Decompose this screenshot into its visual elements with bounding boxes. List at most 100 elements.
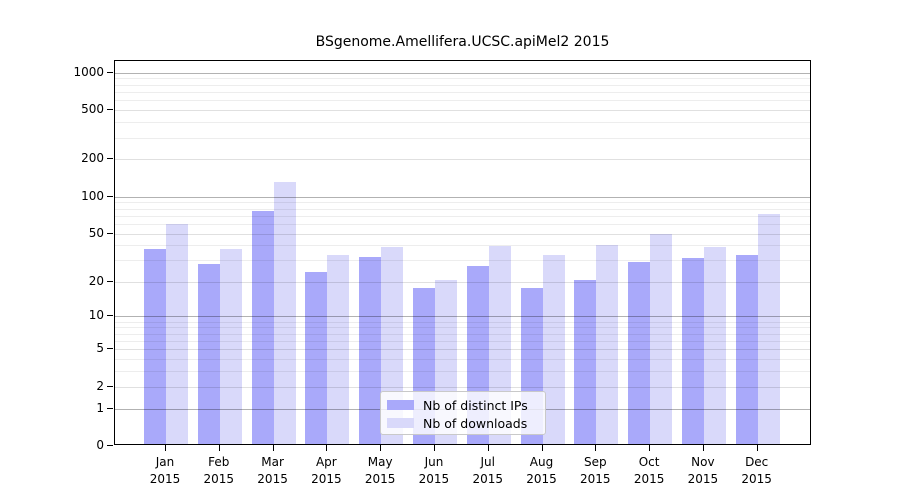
gridline-1000 xyxy=(115,72,810,74)
y-tick-0 xyxy=(107,445,113,446)
x-tick-may xyxy=(380,445,382,451)
gridline-7 xyxy=(115,333,810,335)
x-tick-jul xyxy=(487,445,489,451)
x-tick-label-jun: Jun 2015 xyxy=(418,455,450,486)
gridline-900 xyxy=(115,78,810,80)
x-tick-apr xyxy=(326,445,328,451)
x-tick-label-feb: Feb 2015 xyxy=(203,455,235,486)
gridline-30 xyxy=(115,260,810,262)
y-tick-label-1: 1 xyxy=(96,400,104,415)
gridline-80 xyxy=(115,208,810,210)
x-tick-label-may: May 2015 xyxy=(364,455,396,486)
y-tick-10 xyxy=(107,315,113,317)
gridline-6 xyxy=(115,340,810,342)
x-tick-label-dec: Dec 2015 xyxy=(741,455,772,486)
y-tick-1000 xyxy=(107,71,113,73)
gridline-20 xyxy=(115,281,810,283)
x-tick-jan xyxy=(165,445,166,451)
x-tick-nov xyxy=(702,445,704,451)
x-tick-label-mar: Mar 2015 xyxy=(257,455,288,486)
y-tick-5 xyxy=(107,348,113,350)
y-tick-2 xyxy=(107,385,113,387)
chart-title: BSgenome.Amellifera.UCSC.apiMel2 2015 xyxy=(315,34,610,50)
gridline-400 xyxy=(115,122,810,124)
bar-downloads-nov xyxy=(703,247,726,444)
y-tick-label-50: 50 xyxy=(88,225,104,240)
bar-distinct-ips-dec xyxy=(735,255,758,444)
y-tick-100 xyxy=(107,195,113,197)
gridline-50 xyxy=(115,233,810,235)
bar-distinct-ips-apr xyxy=(305,272,328,444)
y-tick-50 xyxy=(107,232,113,234)
gridline-300 xyxy=(115,137,810,139)
y-tick-label-5: 5 xyxy=(96,341,104,356)
gridline-9 xyxy=(115,321,810,323)
downloads-swatch xyxy=(387,418,414,428)
x-tick-label-oct: Oct 2015 xyxy=(633,455,665,486)
gridline-60 xyxy=(115,223,810,225)
x-tick-label-nov: Nov 2015 xyxy=(687,455,719,486)
y-tick-label-20: 20 xyxy=(88,273,104,288)
gridline-100 xyxy=(115,196,810,198)
bar-downloads-feb xyxy=(219,248,242,444)
bar-distinct-ips-nov xyxy=(681,258,704,444)
x-tick-sep xyxy=(595,445,597,451)
legend-label-distinct-ips: Nb of distinct IPs xyxy=(423,397,528,413)
y-tick-label-2: 2 xyxy=(96,378,104,393)
bar-distinct-ips-oct xyxy=(628,262,651,444)
gridline-5 xyxy=(115,349,810,351)
y-tick-label-10: 10 xyxy=(88,308,104,323)
distinct-ips-swatch xyxy=(387,400,414,410)
gridline-8 xyxy=(115,327,810,329)
y-tick-label-0: 0 xyxy=(96,438,104,452)
gridline-70 xyxy=(115,215,810,217)
bar-downloads-mar xyxy=(273,181,296,444)
legend-row-downloads: Nb of downloads xyxy=(387,414,539,432)
bar-distinct-ips-may xyxy=(359,256,382,444)
y-tick-20 xyxy=(107,280,113,282)
y-tick-label-200: 200 xyxy=(81,151,104,166)
y-tick-label-500: 500 xyxy=(81,102,104,117)
legend-label-downloads: Nb of downloads xyxy=(423,415,528,431)
bar-distinct-ips-sep xyxy=(574,279,597,444)
bar-downloads-apr xyxy=(327,255,350,444)
y-tick-200 xyxy=(107,158,113,160)
bar-distinct-ips-jan xyxy=(144,248,166,444)
bar-downloads-sep xyxy=(596,244,619,444)
gridline-10 xyxy=(115,316,810,318)
x-tick-label-aug: Aug 2015 xyxy=(526,455,557,486)
gridline-90 xyxy=(115,202,810,204)
legend: Nb of distinct IPs Nb of downloads xyxy=(380,391,546,435)
bar-downloads-aug xyxy=(542,255,565,444)
bar-downloads-oct xyxy=(650,233,673,444)
y-tick-label-1000: 1000 xyxy=(73,64,104,79)
y-tick-1 xyxy=(107,407,113,409)
legend-row-distinct-ips: Nb of distinct IPs xyxy=(387,396,539,414)
gridline-200 xyxy=(115,159,810,161)
gridline-3 xyxy=(115,371,810,373)
x-tick-label-jul: Jul 2015 xyxy=(472,455,503,486)
bar-distinct-ips-feb xyxy=(197,263,220,444)
bar-distinct-ips-mar xyxy=(251,210,274,444)
gridline-40 xyxy=(115,245,810,247)
x-tick-aug xyxy=(541,445,543,451)
y-tick-500 xyxy=(107,109,113,111)
gridline-4 xyxy=(115,359,810,361)
x-tick-label-jan: Jan 2015 xyxy=(149,455,181,486)
gridline-500 xyxy=(115,110,810,112)
bar-downloads-dec xyxy=(757,213,780,444)
x-tick-feb xyxy=(218,445,220,451)
x-tick-mar xyxy=(272,445,274,451)
gridline-700 xyxy=(115,91,810,93)
plot-area xyxy=(114,60,811,445)
x-tick-label-sep: Sep 2015 xyxy=(580,455,611,486)
bar-downloads-jan xyxy=(166,223,188,444)
x-tick-dec xyxy=(756,445,758,451)
x-tick-label-apr: Apr 2015 xyxy=(311,455,342,486)
x-tick-oct xyxy=(649,445,651,451)
x-tick-jun xyxy=(433,445,435,451)
gridline-600 xyxy=(115,100,810,102)
y-tick-label-100: 100 xyxy=(81,188,104,203)
gridline-800 xyxy=(115,84,810,86)
